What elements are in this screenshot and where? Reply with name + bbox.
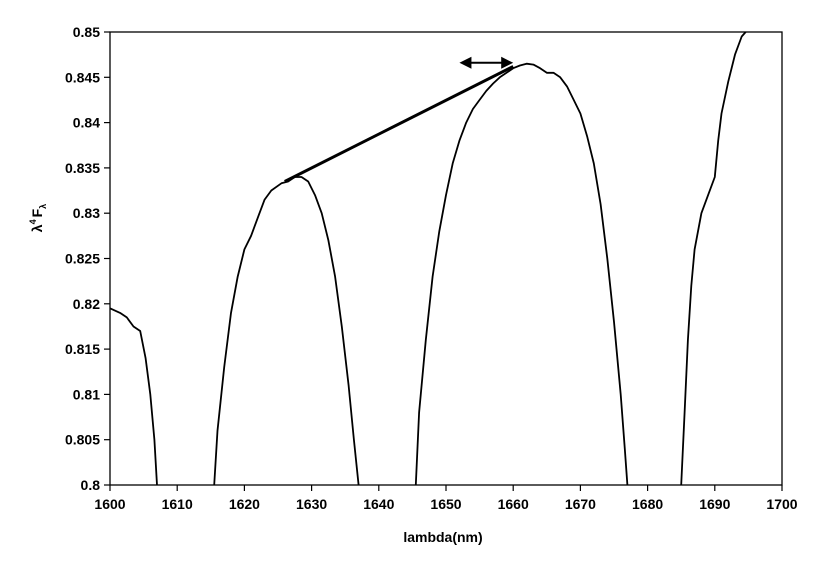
x-tick-label: 1620 (229, 496, 260, 512)
series-line-segment (109, 307, 158, 486)
y-axis-label: λ4Fλ (28, 204, 48, 232)
y-tick-label: 0.84 (73, 115, 100, 131)
y-tick-label: 0.825 (65, 251, 100, 267)
x-tick-label: 1610 (162, 496, 193, 512)
x-tick-label: 1680 (632, 496, 663, 512)
series-line-segment (213, 176, 360, 486)
series-line-segment (680, 31, 747, 486)
annotations (284, 56, 514, 183)
y-tick-label: 0.835 (65, 160, 100, 176)
arrow-left-head (459, 56, 472, 69)
y-tick-label: 0.815 (65, 341, 100, 357)
x-tick-label: 1700 (766, 496, 797, 512)
x-tick-label: 1690 (699, 496, 730, 512)
x-axis-label: lambda(nm) (403, 529, 482, 545)
y-tick-label: 0.81 (73, 386, 100, 402)
svg-text:λ4Fλ: λ4Fλ (28, 204, 48, 232)
x-tick-label: 1630 (296, 496, 327, 512)
y-axis-label-symbol: λ (29, 224, 45, 232)
y-tick-label: 0.845 (65, 69, 100, 85)
x-tick-label: 1600 (94, 496, 125, 512)
series-line-segment (414, 62, 629, 486)
data-series (109, 31, 747, 486)
x-tick-label: 1640 (363, 496, 394, 512)
y-axis-label-subscript: λ (38, 204, 48, 209)
y-tick-label: 0.8 (81, 477, 101, 493)
x-axis-ticks: 1600 1610 1620 1630 1640 1650 1660 1670 1680 1690… (94, 485, 798, 512)
x-tick-label: 1660 (498, 496, 529, 512)
y-axis-ticks: 0.8 0.805 0.81 0.815 0.82 0.825 0.83 0.835 0.84 0… (65, 24, 110, 493)
y-tick-label: 0.805 (65, 432, 100, 448)
x-tick-label: 1670 (565, 496, 596, 512)
y-axis-label-exponent: 4 (28, 219, 38, 224)
tangent-line (284, 65, 514, 183)
y-axis-label-main: F (29, 208, 45, 217)
x-tick-label: 1650 (430, 496, 461, 512)
arrow-right-head (501, 56, 514, 69)
y-tick-label: 0.85 (73, 24, 100, 40)
y-tick-label: 0.82 (73, 296, 100, 312)
y-tick-label: 0.83 (73, 205, 100, 221)
